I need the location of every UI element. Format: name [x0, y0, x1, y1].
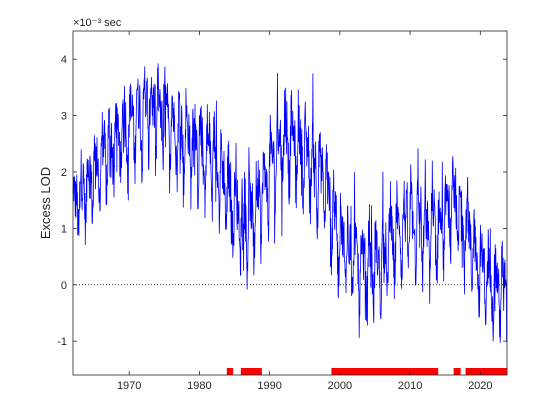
- y-tick-label: 1: [61, 223, 67, 235]
- marker-bars: [226, 368, 507, 375]
- y-axis-label: Excess LOD: [38, 167, 53, 239]
- y-tick-label: 0: [61, 280, 67, 292]
- x-tick-label: 1970: [117, 380, 141, 392]
- x-axis-ticks: 1970 1980 1990 2000 2010 2020: [117, 31, 493, 392]
- x-tick-label: 2000: [328, 380, 352, 392]
- marker-bar-5: [465, 368, 507, 375]
- marker-bar-4: [453, 368, 461, 375]
- y-tick-label: 2: [61, 167, 67, 179]
- marker-bar-3: [331, 368, 439, 375]
- y-tick-label: 3: [61, 111, 67, 123]
- y-tick-label: -1: [57, 336, 67, 348]
- y-axis-ticks: -1 0 1 2 3 4: [57, 54, 507, 348]
- x-tick-label: 1980: [187, 380, 211, 392]
- plot-frame: [72, 30, 508, 376]
- marker-bar-1: [226, 368, 234, 375]
- x-tick-label: 2010: [398, 380, 422, 392]
- y-tick-label: 4: [61, 54, 67, 66]
- y-exponent-label: ×10⁻³ sec: [73, 17, 122, 29]
- x-tick-label: 2020: [468, 380, 492, 392]
- series-line: [72, 63, 508, 343]
- marker-bar-2: [240, 368, 262, 375]
- x-tick-label: 1990: [257, 380, 281, 392]
